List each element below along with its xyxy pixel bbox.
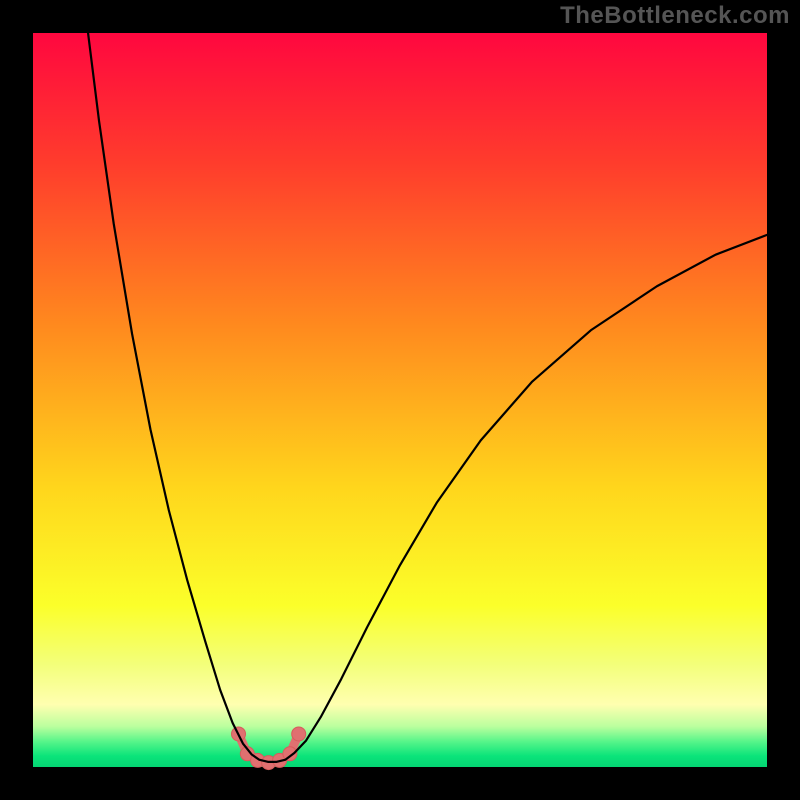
bottleneck-curve-chart xyxy=(0,0,800,800)
watermark-text: TheBottleneck.com xyxy=(560,2,790,30)
plot-background xyxy=(33,33,767,767)
bottom-marker-dot xyxy=(292,727,306,741)
chart-stage: TheBottleneck.com xyxy=(0,0,800,800)
